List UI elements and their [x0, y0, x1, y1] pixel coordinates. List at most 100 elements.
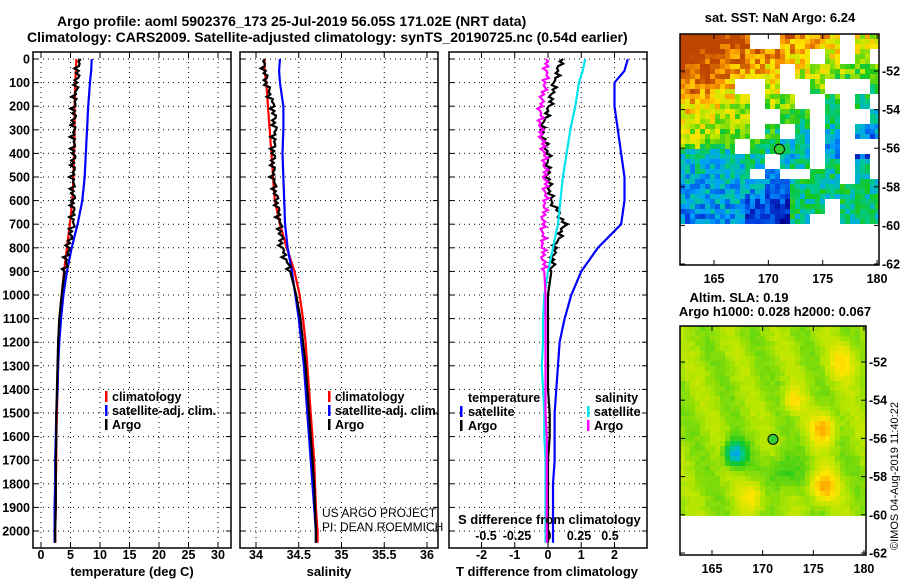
- map-cell: [850, 204, 855, 209]
- map-cell: [700, 361, 705, 366]
- map-cell: [850, 74, 855, 79]
- map-cell: [730, 129, 735, 134]
- map-cell: [745, 74, 750, 79]
- map-cell: [715, 391, 720, 396]
- map-cell: [850, 381, 855, 386]
- map-cell: [825, 94, 830, 99]
- map-cell: [710, 466, 715, 471]
- map-cell: [695, 79, 700, 84]
- map-cell: [830, 134, 835, 139]
- map-cell: [800, 451, 805, 456]
- map-cell: [705, 99, 710, 104]
- map-cell: [835, 169, 840, 174]
- map-cell: [845, 416, 850, 421]
- map-cell: [705, 89, 710, 94]
- map-cell: [745, 34, 750, 39]
- temperature-legend: climatology satellite-adj. clim. Argo: [105, 390, 216, 432]
- map-cell: [740, 134, 745, 139]
- map-cell: [740, 336, 745, 341]
- map-cell: [825, 336, 830, 341]
- map-cell: [845, 376, 850, 381]
- map-cell: [760, 209, 765, 214]
- map-cell: [825, 164, 830, 169]
- map-cell: [725, 336, 730, 341]
- map-cell: [835, 119, 840, 124]
- map-cell: [680, 406, 685, 411]
- map-cell: [695, 381, 700, 386]
- map-cell: [810, 421, 815, 426]
- map-cell: [855, 129, 860, 134]
- map-cell: [720, 159, 725, 164]
- map-cell: [780, 481, 785, 486]
- plot-frame: [32, 51, 232, 549]
- map-cell: [765, 346, 770, 351]
- map-cell: [875, 124, 879, 129]
- map-cell: [835, 391, 840, 396]
- map-cell: [760, 54, 765, 59]
- map-cell: [825, 496, 830, 501]
- map-cell: [810, 44, 815, 49]
- map-cell: [810, 194, 815, 199]
- map-cell: [705, 396, 710, 401]
- map-cell: [690, 89, 695, 94]
- map-cell: [780, 351, 785, 356]
- map-cell: [735, 476, 740, 481]
- map-cell: [690, 431, 695, 436]
- map-cell: [755, 159, 760, 164]
- map-cell: [705, 386, 710, 391]
- map-cell: [795, 356, 800, 361]
- map-cell: [830, 431, 835, 436]
- map-cell: [700, 209, 705, 214]
- map-cell: [710, 361, 715, 366]
- map-cell: [785, 396, 790, 401]
- map-cell: [795, 64, 800, 69]
- map-cell: [860, 486, 865, 491]
- map-cell: [855, 411, 860, 416]
- map-cell: [745, 406, 750, 411]
- map-cell: [700, 64, 705, 69]
- map-cell: [840, 346, 845, 351]
- map-cell: [715, 164, 720, 169]
- map-cell: [685, 396, 690, 401]
- map-cell: [720, 496, 725, 501]
- map-cell: [745, 496, 750, 501]
- map-cell: [755, 471, 760, 476]
- map-cell: [740, 476, 745, 481]
- map-cell: [720, 381, 725, 386]
- map-cell: [710, 336, 715, 341]
- map-cell: [695, 119, 700, 124]
- map-cell: [825, 59, 830, 64]
- map-cell: [740, 411, 745, 416]
- map-cell: [730, 361, 735, 366]
- map-cell: [730, 416, 735, 421]
- map-cell: [780, 436, 785, 441]
- map-cell: [770, 219, 775, 224]
- map-cell: [845, 506, 850, 511]
- map-cell: [770, 99, 775, 104]
- map-cell: [785, 184, 790, 189]
- map-cell: [730, 209, 735, 214]
- map-cell: [860, 159, 865, 164]
- map-cell: [835, 154, 840, 159]
- map-cell: [760, 481, 765, 486]
- map-cell: [745, 209, 750, 214]
- map-cell: [845, 331, 850, 336]
- map-cell: [795, 331, 800, 336]
- map-cell: [770, 376, 775, 381]
- map-cell: [730, 199, 735, 204]
- map-cell: [845, 461, 850, 466]
- depth-axis-labels: 0100200300400500600700800900100011001200…: [2, 53, 30, 539]
- map-cell: [695, 446, 700, 451]
- map-cell: [840, 341, 845, 346]
- map-cell: [840, 356, 845, 361]
- map-cell: [790, 34, 795, 39]
- depth-tick-label: 500: [9, 171, 30, 185]
- map-cell: [770, 496, 775, 501]
- map-cell: [720, 461, 725, 466]
- map-cell: [775, 351, 780, 356]
- map-cell: [760, 461, 765, 466]
- map-cell: [710, 436, 715, 441]
- map-cell: [865, 214, 870, 219]
- depth-tick-label: 1100: [3, 312, 30, 326]
- map-cell: [740, 154, 745, 159]
